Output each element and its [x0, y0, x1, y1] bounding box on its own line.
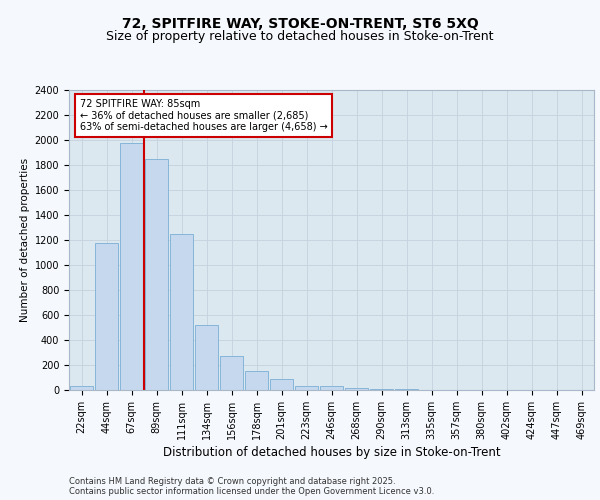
Bar [220, 356, 243, 390]
Bar [195, 325, 218, 390]
Bar [345, 388, 368, 390]
Text: Contains public sector information licensed under the Open Government Licence v3: Contains public sector information licen… [69, 488, 434, 496]
Bar [170, 234, 193, 390]
X-axis label: Distribution of detached houses by size in Stoke-on-Trent: Distribution of detached houses by size … [163, 446, 500, 459]
Text: 72, SPITFIRE WAY, STOKE-ON-TRENT, ST6 5XQ: 72, SPITFIRE WAY, STOKE-ON-TRENT, ST6 5X… [122, 18, 478, 32]
Y-axis label: Number of detached properties: Number of detached properties [20, 158, 31, 322]
Text: 72 SPITFIRE WAY: 85sqm
← 36% of detached houses are smaller (2,685)
63% of semi-: 72 SPITFIRE WAY: 85sqm ← 36% of detached… [79, 99, 327, 132]
Text: Contains HM Land Registry data © Crown copyright and database right 2025.: Contains HM Land Registry data © Crown c… [69, 478, 395, 486]
Bar [245, 371, 268, 390]
Text: Size of property relative to detached houses in Stoke-on-Trent: Size of property relative to detached ho… [106, 30, 494, 43]
Bar [270, 380, 293, 390]
Bar [70, 386, 93, 390]
Bar [320, 386, 343, 390]
Bar [95, 243, 118, 390]
Bar [120, 143, 143, 390]
Bar [295, 386, 318, 390]
Bar [145, 159, 168, 390]
